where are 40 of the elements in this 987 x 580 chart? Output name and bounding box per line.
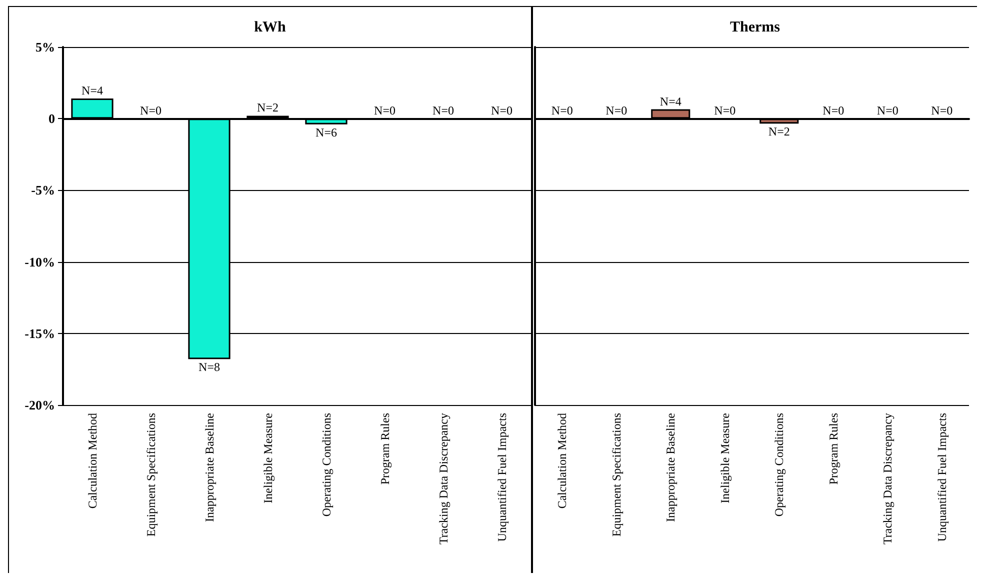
x-tick-label: Calculation Method <box>85 413 100 509</box>
annotation: N=0 <box>374 104 396 118</box>
x-tick-label: Ineligible Measure <box>718 413 732 504</box>
x-tick-label: Operating Conditions <box>319 412 334 517</box>
annotation: N=0 <box>714 104 736 118</box>
y-tick-label: -15% <box>24 326 55 341</box>
x-tick-label: Unquantified Fuel Impacts <box>494 412 509 542</box>
x-tick-label: Program Rules <box>826 412 840 485</box>
annotation: N=6 <box>316 125 337 140</box>
annotation: N=0 <box>140 104 162 118</box>
annotation: N=0 <box>491 104 512 118</box>
x-tick-label: Tracking Data Discrepancy <box>436 413 450 545</box>
annotation: N=8 <box>198 360 220 374</box>
x-tick-label: Unquantified Fuel Impacts <box>934 412 949 542</box>
y-tick-label: -20% <box>24 398 55 412</box>
annotation: N=0 <box>551 104 573 118</box>
y-tick-label: -5% <box>31 182 55 198</box>
y-tick-label: 0 <box>48 111 55 126</box>
annotation: N=0 <box>432 104 454 118</box>
annotation: N=0 <box>606 104 628 118</box>
y-tick-label: -10% <box>24 254 55 270</box>
y-tick-label: 5% <box>36 40 55 54</box>
annotation: N=2 <box>257 100 278 115</box>
x-tick-label: Equipment Specifications <box>144 412 158 537</box>
x-tick-label: Inappropriate Baseline <box>664 413 678 522</box>
x-tick-label: Tracking Data Discrepancy <box>880 413 895 545</box>
annotation: N=4 <box>660 94 682 108</box>
x-tick-label: Inappropriate Baseline <box>202 413 216 522</box>
x-tick-label: Ineligible Measure <box>260 413 275 504</box>
x-tick-label: Equipment Specifications <box>609 412 624 537</box>
annotation: N=2 <box>768 124 790 139</box>
annotation: N=0 <box>822 104 844 118</box>
x-tick-label: Calculation Method <box>555 413 570 509</box>
annotation: N=0 <box>876 104 898 118</box>
annotation: N=0 <box>931 104 953 118</box>
chart-title: Therms <box>730 20 780 36</box>
x-tick-label: Operating Conditions <box>772 412 786 517</box>
chart-title: kWh <box>254 20 286 36</box>
x-tick-label: Program Rules <box>378 412 392 485</box>
annotation: N=4 <box>82 84 103 98</box>
